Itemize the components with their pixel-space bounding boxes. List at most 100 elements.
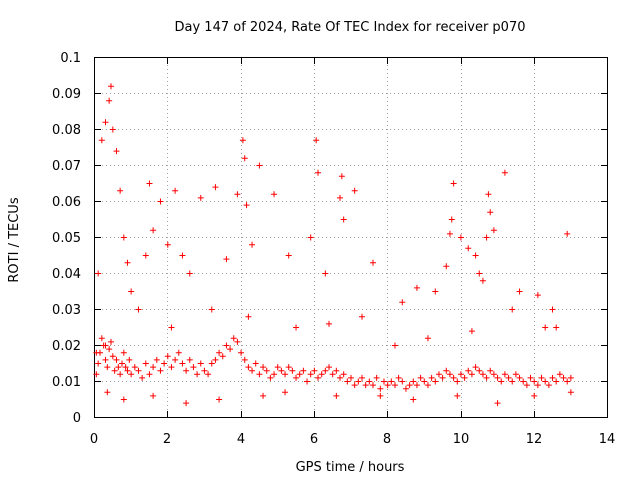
data-point xyxy=(104,389,111,396)
y-tick-label: 0.01 xyxy=(52,375,81,390)
data-point xyxy=(369,382,376,389)
x-tick-label: 8 xyxy=(383,432,391,447)
data-point xyxy=(454,378,461,385)
data-point xyxy=(468,328,475,335)
data-point xyxy=(120,234,127,241)
data-point xyxy=(157,367,164,374)
data-point xyxy=(560,374,567,381)
data-point xyxy=(183,367,190,374)
data-point xyxy=(98,335,105,342)
data-point xyxy=(476,270,483,277)
data-point xyxy=(534,292,541,299)
data-point xyxy=(260,364,267,371)
data-point xyxy=(157,198,164,205)
data-point xyxy=(333,367,340,374)
data-point xyxy=(296,371,303,378)
data-point xyxy=(443,367,450,374)
data-point xyxy=(465,245,472,252)
data-point xyxy=(509,306,516,313)
data-point xyxy=(172,187,179,194)
data-point xyxy=(485,191,492,198)
x-tick-label: 4 xyxy=(237,432,245,447)
data-point xyxy=(131,364,138,371)
data-point xyxy=(402,385,409,392)
data-point xyxy=(358,313,365,320)
data-point xyxy=(450,180,457,187)
data-point xyxy=(567,374,574,381)
data-point xyxy=(472,252,479,259)
data-point xyxy=(117,371,124,378)
data-point xyxy=(190,364,197,371)
data-point xyxy=(150,227,157,234)
data-point xyxy=(304,378,311,385)
data-point xyxy=(109,126,116,133)
data-point xyxy=(197,360,204,367)
data-point xyxy=(216,349,223,356)
data-point xyxy=(216,396,223,403)
data-point xyxy=(516,288,523,295)
y-tick-label: 0.04 xyxy=(52,267,81,282)
data-point xyxy=(183,400,190,407)
data-point xyxy=(395,374,402,381)
data-point xyxy=(239,137,246,144)
data-point xyxy=(406,382,413,389)
data-point xyxy=(245,313,252,320)
data-point xyxy=(219,353,226,360)
data-point xyxy=(282,371,289,378)
data-point xyxy=(168,364,175,371)
data-point xyxy=(457,234,464,241)
x-tick-label: 6 xyxy=(310,432,318,447)
data-point xyxy=(313,137,320,144)
data-point xyxy=(124,259,131,266)
data-point xyxy=(256,162,263,169)
grid xyxy=(94,57,607,418)
data-point xyxy=(432,288,439,295)
data-point xyxy=(457,371,464,378)
data-point xyxy=(128,371,135,378)
data-point xyxy=(124,367,131,374)
data-point xyxy=(505,374,512,381)
data-point xyxy=(344,378,351,385)
data-point xyxy=(542,324,549,331)
chart-title: Day 147 of 2024, Rate Of TEC Index for r… xyxy=(175,20,526,35)
data-point xyxy=(142,252,149,259)
data-point xyxy=(424,335,431,342)
data-point xyxy=(465,367,472,374)
data-point xyxy=(531,378,538,385)
data-point xyxy=(351,187,358,194)
data-point xyxy=(293,374,300,381)
data-point xyxy=(201,367,208,374)
data-point xyxy=(104,364,111,371)
data-point xyxy=(380,378,387,385)
data-point xyxy=(417,374,424,381)
data-point xyxy=(421,378,428,385)
data-point xyxy=(333,392,340,399)
data-point xyxy=(483,374,490,381)
data-point xyxy=(388,378,395,385)
data-point xyxy=(556,371,563,378)
data-point xyxy=(146,180,153,187)
data-point xyxy=(271,371,278,378)
data-point xyxy=(439,374,446,381)
data-point xyxy=(179,252,186,259)
data-point xyxy=(377,385,384,392)
data-point xyxy=(238,349,245,356)
data-point xyxy=(410,378,417,385)
data-point xyxy=(432,378,439,385)
data-point xyxy=(118,360,125,367)
data-point xyxy=(358,374,365,381)
y-tick-label: 0.1 xyxy=(60,51,81,66)
data-point xyxy=(564,378,571,385)
data-point xyxy=(494,374,501,381)
data-point xyxy=(249,241,256,248)
data-point xyxy=(285,252,292,259)
x-tick-label: 12 xyxy=(526,432,543,447)
data-point xyxy=(205,371,212,378)
data-point xyxy=(337,374,344,381)
data-point xyxy=(95,360,102,367)
data-point xyxy=(326,364,333,371)
data-point xyxy=(399,378,406,385)
data-point xyxy=(520,378,527,385)
data-point xyxy=(498,378,505,385)
data-point xyxy=(120,349,127,356)
